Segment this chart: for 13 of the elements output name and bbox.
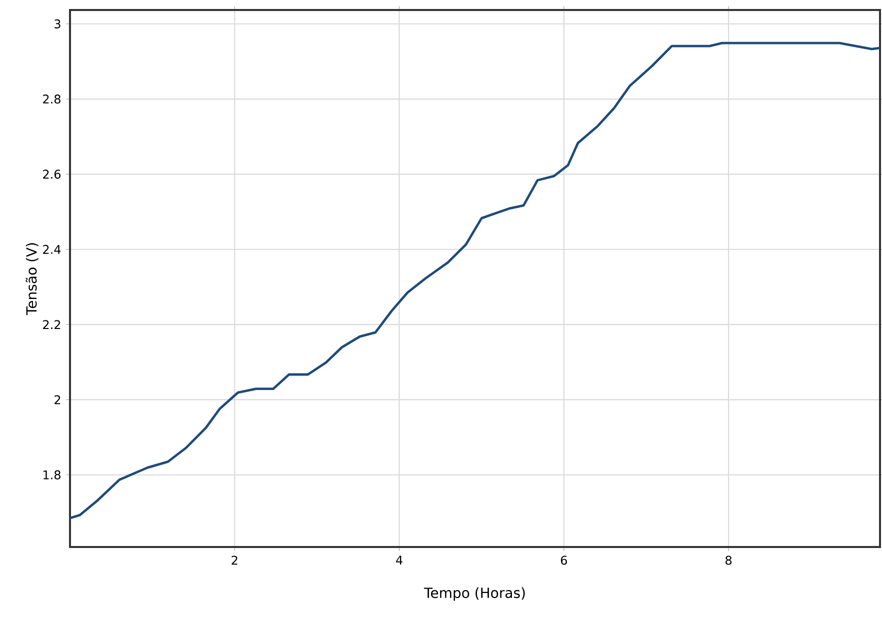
y-tick-label: 2.4 [43,244,61,254]
x-tick-label: 8 [726,556,732,565]
y-tick-label: 2.2 [43,320,60,329]
x-tick-label: 4 [396,556,402,564]
x-tick-label: 6 [560,556,567,565]
y-tick-label: 2 [54,395,60,404]
x-tick-label: 2 [232,556,238,565]
y-tick-label: 2.8 [43,94,60,104]
y-tick-label: 3 [54,19,60,28]
x-axis-title: Tempo (Horas) [424,587,525,601]
y-tick-label: 2.6 [43,170,61,179]
y-tick-label: 1.8 [44,470,60,480]
y-axis-title: Tensão (V) [26,243,38,316]
